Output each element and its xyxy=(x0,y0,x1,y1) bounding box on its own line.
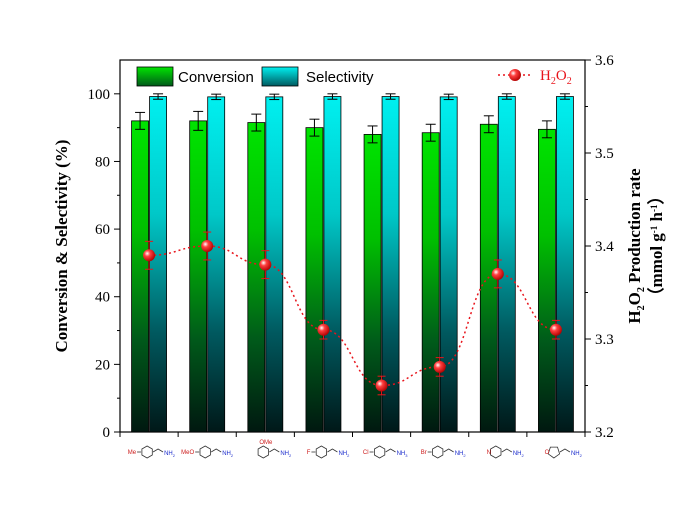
amine-label: NH2 xyxy=(455,451,467,458)
amine-label: NH2 xyxy=(513,451,525,458)
h2o2-line-layer xyxy=(143,231,562,396)
amine-label: NH3 xyxy=(397,451,409,458)
h2o2-point xyxy=(201,240,214,252)
substituent-label: MeO xyxy=(181,450,194,456)
right-tick-label: 3.4 xyxy=(595,239,614,255)
legend-label-selectivity: Selectivity xyxy=(306,69,374,86)
h2o2-point xyxy=(375,379,388,392)
ring-bond xyxy=(199,445,211,459)
ring-bond xyxy=(547,446,561,459)
substituent-label: Br xyxy=(421,450,427,456)
molecule-structure: NH3 Cl xyxy=(363,445,409,459)
h2o2-point xyxy=(143,249,156,262)
ring-bond xyxy=(374,445,386,459)
bar-conversion xyxy=(421,132,440,433)
ch2-bond xyxy=(210,448,222,453)
amine-subscript: 2 xyxy=(580,453,583,458)
left-tick-label: 80 xyxy=(95,154,110,170)
bar-selectivity xyxy=(149,96,167,433)
bar-conversion xyxy=(538,128,556,433)
substituent-label: Me xyxy=(128,450,137,456)
h2o2-point xyxy=(491,267,504,280)
bar-selectivity xyxy=(556,96,574,433)
h2o2-point xyxy=(317,323,330,336)
right-axis: 3.2 3.3 3.4 3.5 3.6 xyxy=(585,53,614,441)
ch2-bond xyxy=(152,448,164,453)
molecule-structure: NH2 O xyxy=(545,446,583,459)
right-tick-label: 3.6 xyxy=(595,53,614,69)
amine-subscript: 2 xyxy=(463,453,466,458)
ch2-bond xyxy=(385,448,396,453)
ch2-bond xyxy=(501,448,513,453)
ring-bond xyxy=(257,445,269,459)
bars-layer xyxy=(131,96,574,433)
molecule-structure: NH2 OMe xyxy=(257,440,292,459)
molecule-labels: NH2 Me NH2 MeO NH2 OMe NH2 F NH3 Cl NH2 Br NH2 N NH2 O xyxy=(128,440,583,459)
legend-marker-h2o2 xyxy=(509,69,521,81)
ring-bond xyxy=(432,445,444,459)
ring-bond xyxy=(490,445,502,459)
molecule-structure: NH2 Me xyxy=(128,445,176,459)
legend-label-h2o2: H2O2 xyxy=(540,68,572,87)
svg-text:（mmol g-1 h-1）: （mmol g-1 h-1） xyxy=(646,187,666,304)
amine-label: NH2 xyxy=(164,451,176,458)
bar-conversion xyxy=(247,122,266,433)
molecule-structure: NH2 MeO xyxy=(181,445,234,459)
y-axis-left-title: Conversion & Selectivity (%) xyxy=(52,140,71,353)
right-tick-label: 3.3 xyxy=(595,332,614,348)
right-tick-label: 3.2 xyxy=(595,425,614,441)
amine-label: NH2 xyxy=(222,451,234,458)
amine-subscript: 2 xyxy=(289,453,292,458)
molecule-structure: NH2 F xyxy=(307,445,350,459)
amine-label: NH2 xyxy=(280,451,292,458)
bar-selectivity xyxy=(439,96,458,433)
ring-bond xyxy=(315,445,327,459)
legend-swatch-conversion xyxy=(136,66,174,87)
legend: Conversion Selectivity H2O2 xyxy=(136,66,572,87)
bar-conversion xyxy=(189,120,208,433)
left-tick-label: 40 xyxy=(95,290,110,306)
molecule-structure: NH2 N xyxy=(487,445,525,459)
ch2-bond xyxy=(327,448,338,453)
substituent-label: F xyxy=(307,450,311,456)
bar-selectivity xyxy=(207,96,226,433)
amine-subscript: 2 xyxy=(231,453,234,458)
left-tick-label: 60 xyxy=(95,222,110,238)
substituent-label: OMe xyxy=(259,440,273,446)
ring-bond xyxy=(141,445,153,459)
h2o2-point xyxy=(259,258,272,271)
amine-label: NH2 xyxy=(338,451,350,458)
heteroatom-label: O xyxy=(545,450,550,456)
svg-text:H2O2 Production rate: H2O2 Production rate xyxy=(625,168,647,324)
left-tick-label: 0 xyxy=(103,425,111,441)
right-tick-label: 3.5 xyxy=(595,146,614,162)
bar-selectivity xyxy=(497,96,516,433)
bar-conversion xyxy=(131,120,149,433)
legend-label-conversion: Conversion xyxy=(178,69,254,86)
left-tick-label: 100 xyxy=(88,87,111,103)
ch2-bond xyxy=(443,448,454,453)
left-axis: 0 20 40 60 80 100 xyxy=(88,87,120,441)
ch2-bond xyxy=(269,448,280,453)
legend-swatch-selectivity xyxy=(261,66,299,87)
heteroatom-label: N xyxy=(487,450,491,456)
y-axis-right-title: H2O2 Production rate （mmol g-1 h-1） xyxy=(625,168,666,324)
bar-selectivity xyxy=(323,96,342,433)
x-axis xyxy=(119,432,586,437)
amine-subscript: 2 xyxy=(173,453,176,458)
substituent-label: Cl xyxy=(363,450,369,456)
bar-conversion xyxy=(305,127,324,433)
h2o2-point xyxy=(549,323,562,336)
ch2-bond xyxy=(559,448,571,453)
h2o2-point xyxy=(433,360,446,373)
amine-subscript: 3 xyxy=(405,453,408,458)
left-tick-label: 20 xyxy=(95,357,110,373)
amine-subscript: 2 xyxy=(347,453,350,458)
error-bars-layer xyxy=(135,93,570,144)
amine-subscript: 2 xyxy=(521,453,524,458)
molecule-structure: NH2 Br xyxy=(421,445,467,459)
amine-label: NH2 xyxy=(571,451,583,458)
